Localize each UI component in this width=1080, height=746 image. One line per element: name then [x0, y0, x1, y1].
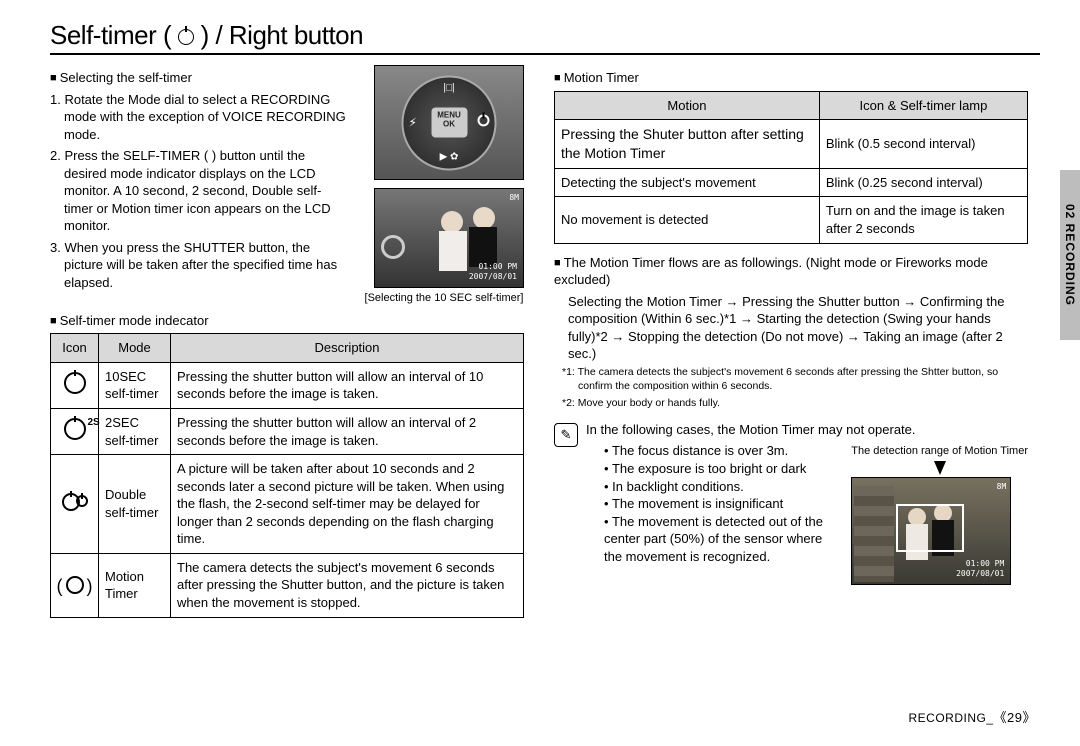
dial-menu-label: MENU: [437, 111, 461, 120]
section-tab: 02 RECORDING: [1060, 170, 1080, 340]
indicator-table: Icon Mode Description 10SEC self-timer P…: [50, 333, 524, 617]
mode-dial-figure: |□| ▶ ✿ ⚡︎ MENU OK: [374, 65, 524, 180]
lcd1-caption: [Selecting the 10 SEC self-timer]: [364, 291, 524, 306]
dial-bottom-icon: ▶ ✿: [440, 151, 459, 165]
footnote-2: *2: Move your body or hands fully.: [554, 396, 1028, 411]
mt-th-motion: Motion: [555, 91, 820, 120]
desc-double: A picture will be taken after about 10 s…: [171, 455, 524, 554]
mode-double: Double self-timer: [99, 455, 171, 554]
dial-left-icon: ⚡︎: [409, 114, 417, 130]
section-motion-timer: Motion Timer: [554, 69, 1028, 87]
lcd2-date: 2007/08/01: [956, 569, 1004, 580]
table-row: Detecting the subject's movement Blink (…: [555, 168, 1028, 197]
lcd-preview-1: 8M 01:00 PM 2007/08/01: [374, 188, 524, 288]
lcd1-date: 2007/08/01: [469, 272, 517, 283]
th-desc: Description: [171, 334, 524, 363]
lcd-preview-2: 8M 01:00 PM 2007/08/01: [851, 477, 1011, 585]
section-indicator: Self-timer mode indecator: [50, 312, 524, 330]
dial-top-icon: |□|: [443, 81, 454, 95]
desc-2s: Pressing the shutter button will allow a…: [171, 409, 524, 455]
section-selecting: Selecting the self-timer: [50, 69, 350, 87]
dial-center: MENU OK: [431, 108, 467, 138]
table-row: 2SEC self-timer Pressing the shutter but…: [51, 409, 524, 455]
right-column: Motion Timer Motion Icon & Self-timer la…: [554, 65, 1040, 618]
note-bullets: The focus distance is over 3m. The expos…: [586, 442, 841, 565]
bullet-item: In backlight conditions.: [604, 478, 841, 496]
timer-10s-icon: [51, 362, 99, 408]
footnote-1: *1: The camera detects the subject's mov…: [554, 365, 1028, 394]
desc-10s: Pressing the shutter button will allow a…: [171, 362, 524, 408]
bullet-item: The exposure is too bright or dark: [604, 460, 841, 478]
th-icon: Icon: [51, 334, 99, 363]
figures-column: |□| ▶ ✿ ⚡︎ MENU OK: [364, 65, 524, 306]
note-block: ✎ In the following cases, the Motion Tim…: [554, 421, 1028, 585]
mt-th-lamp: Icon & Self-timer lamp: [819, 91, 1027, 120]
footer-label: RECORDING_: [909, 711, 994, 725]
mode-motion: Motion Timer: [99, 553, 171, 617]
bullet-item: The focus distance is over 3m.: [604, 442, 841, 460]
arrow-down-icon: [934, 461, 946, 475]
dial-ok-label: OK: [443, 119, 455, 128]
table-row: No movement is detected Turn on and the …: [555, 197, 1028, 243]
desc-motion: The camera detects the subject's movemen…: [171, 553, 524, 617]
th-mode: Mode: [99, 334, 171, 363]
motion-table: Motion Icon & Self-timer lamp Pressing t…: [554, 91, 1028, 244]
bullet-item: The movement is insignificant: [604, 495, 841, 513]
page-title: Self-timer ( ) / Right button: [50, 20, 363, 50]
page-footer: RECORDING_《29》: [909, 707, 1036, 726]
table-row: 10SEC self-timer Pressing the shutter bu…: [51, 362, 524, 408]
page-title-wrap: Self-timer ( ) / Right button: [50, 20, 1040, 55]
timer-2s-icon: [51, 409, 99, 455]
detection-label: The detection range of Motion Timer: [851, 444, 1028, 458]
mode-2s: 2SEC self-timer: [99, 409, 171, 455]
steps-list: 1. Rotate the Mode dial to select a RECO…: [50, 91, 350, 292]
flow-text: Selecting the Motion Timer → Pressing th…: [554, 293, 1028, 363]
table-row: Double self-timer A picture will be take…: [51, 455, 524, 554]
flow-intro: The Motion Timer flows are as followings…: [554, 254, 1028, 289]
timer-double-icon: [51, 455, 99, 554]
left-column: Selecting the self-timer 1. Rotate the M…: [50, 65, 524, 618]
step-3: 3. When you press the SHUTTER button, th…: [64, 239, 350, 292]
mode-10s: 10SEC self-timer: [99, 362, 171, 408]
dial-right-icon: [478, 114, 490, 130]
note-lead: In the following cases, the Motion Timer…: [586, 421, 1028, 439]
note-icon: ✎: [554, 423, 578, 447]
bullet-item: The movement is detected out of the cent…: [604, 513, 841, 566]
step-2: 2. Press the SELF-TIMER ( ) button until…: [64, 147, 350, 235]
detection-figure: The detection range of Motion Timer 8M 0…: [851, 444, 1028, 584]
table-row: Motion Timer The camera detects the subj…: [51, 553, 524, 617]
timer-motion-icon: [51, 553, 99, 617]
step-1: 1. Rotate the Mode dial to select a RECO…: [64, 91, 350, 144]
table-row: Pressing the Shuter button after setting…: [555, 120, 1028, 169]
footer-page: 《29》: [994, 710, 1036, 725]
